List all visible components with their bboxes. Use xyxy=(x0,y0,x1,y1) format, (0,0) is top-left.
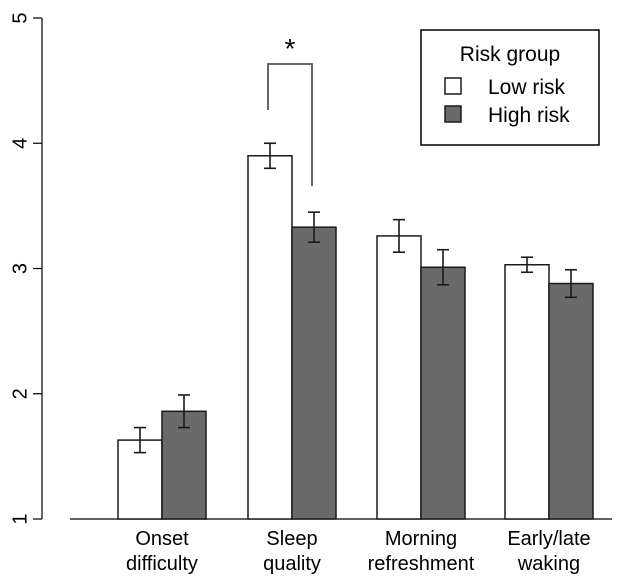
x-category-label: Onset xyxy=(135,528,189,550)
bar-high-risk xyxy=(548,282,594,520)
y-tick-label: 3 xyxy=(9,263,31,274)
legend-swatch-high-risk xyxy=(444,105,462,123)
legend-title: Risk group xyxy=(460,43,560,66)
significance-annotations: * xyxy=(267,33,313,186)
y-tick-label: 2 xyxy=(9,388,31,399)
error-bars xyxy=(134,142,577,454)
y-tick-label: 4 xyxy=(9,138,31,149)
y-tick-label: 1 xyxy=(9,513,31,524)
legend-label-high-risk: High risk xyxy=(488,104,570,127)
bar-high-risk xyxy=(291,226,337,520)
legend-label-low-risk: Low risk xyxy=(488,76,566,99)
bar-low-risk xyxy=(376,235,422,520)
bar-low-risk xyxy=(247,155,293,520)
legend-swatch-low-risk xyxy=(444,77,462,95)
bars xyxy=(117,155,594,520)
y-axis: 1 2 3 4 5 xyxy=(9,12,43,525)
legend-box xyxy=(420,29,600,146)
bar-high-risk xyxy=(420,266,466,520)
x-category-label: refreshment xyxy=(368,553,475,575)
bar-high-risk xyxy=(161,410,207,520)
x-category-label: Sleep xyxy=(266,528,317,550)
significance-label: * xyxy=(285,33,296,64)
x-category-label: quality xyxy=(263,553,321,575)
x-category-label: Morning xyxy=(385,528,457,550)
x-category-label: Early/late xyxy=(507,528,590,550)
significance-bracket xyxy=(267,63,313,186)
legend: Risk group Low risk High risk xyxy=(420,29,600,146)
x-category-label: waking xyxy=(517,553,580,575)
y-tick-label: 5 xyxy=(9,12,31,23)
x-category-label: difficulty xyxy=(126,553,198,575)
bar-low-risk xyxy=(504,263,550,520)
x-axis: Onset difficulty Sleep quality Morning refres… xyxy=(70,518,612,575)
